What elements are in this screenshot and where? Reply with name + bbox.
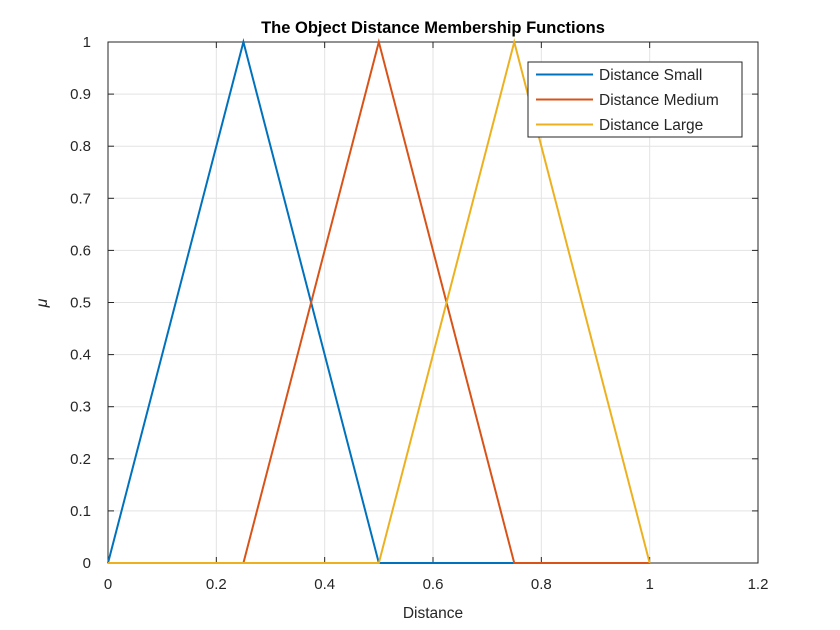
y-tick-label: 0.3 — [70, 399, 91, 416]
y-tick-label: 0 — [83, 555, 91, 572]
y-tick-label: 0.9 — [70, 86, 91, 103]
x-tick-label: 1 — [645, 576, 653, 593]
x-axis-label: Distance — [403, 605, 463, 622]
legend-item-label: Distance Small — [599, 67, 702, 84]
x-tick-label: 0.6 — [423, 576, 444, 593]
x-tick-labels: 0 0.2 0.4 0.6 0.8 1 1.2 — [104, 576, 769, 593]
y-axis-label: μ — [34, 298, 51, 308]
series-line-distance-large — [108, 38, 651, 564]
y-tick-label: 0.7 — [70, 190, 91, 207]
y-tick-label: 0.8 — [70, 138, 91, 155]
y-tick-label: 0.6 — [70, 242, 91, 259]
chart-title: The Object Distance Membership Functions — [261, 19, 605, 37]
plot-series — [107, 38, 651, 564]
y-tick-label: 0.5 — [70, 295, 91, 312]
x-tick-label: 0.2 — [206, 576, 227, 593]
x-tick-label: 0.8 — [531, 576, 552, 593]
y-tick-labels: 0 0.1 0.2 0.3 0.4 0.5 0.6 0.7 0.8 0.9 1 — [70, 34, 91, 572]
y-tick-label: 1 — [83, 34, 91, 51]
legend-item-label: Distance Medium — [599, 92, 719, 109]
legend[interactable]: Distance Small Distance Medium Distance La… — [527, 61, 743, 138]
x-tick-label: 0.4 — [314, 576, 335, 593]
y-tick-label: 0.1 — [70, 503, 91, 520]
x-tick-label: 0 — [104, 576, 112, 593]
y-tick-label: 0.2 — [70, 451, 91, 468]
y-tick-label: 0.4 — [70, 347, 91, 364]
x-tick-label: 1.2 — [748, 576, 769, 593]
legend-item-label: Distance Large — [599, 117, 703, 134]
